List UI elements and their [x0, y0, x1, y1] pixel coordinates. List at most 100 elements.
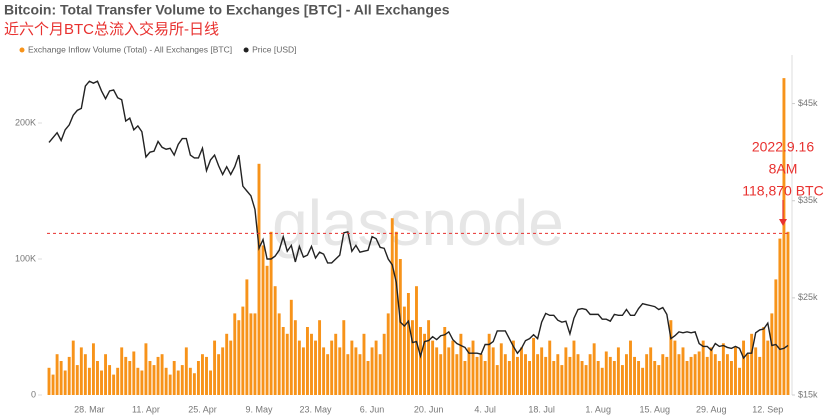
bar: [188, 367, 192, 395]
bar: [402, 306, 406, 395]
bar: [556, 354, 560, 395]
x-tick-label: 28. Mar: [74, 404, 105, 414]
bar: [616, 347, 620, 395]
legend-label: Exchange Inflow Volume (Total) - All Exc…: [28, 44, 232, 54]
bar: [443, 327, 447, 395]
bar: [455, 354, 459, 395]
x-tick-label: 9. May: [245, 404, 273, 414]
bar: [386, 313, 390, 395]
x-tick-label: 12. Sep: [752, 404, 783, 414]
bar: [63, 370, 67, 395]
bar: [233, 313, 237, 395]
bar: [350, 340, 354, 395]
bar: [738, 367, 741, 395]
bar: [71, 340, 75, 395]
bar: [201, 354, 204, 395]
bar: [540, 347, 544, 395]
bar: [471, 340, 475, 395]
y2-tick-label: $15k: [798, 389, 818, 399]
bar: [257, 163, 261, 395]
y2-tick-label: $25k: [798, 292, 818, 302]
x-tick-label: 18. Jul: [528, 404, 555, 414]
bar: [459, 333, 463, 395]
bar: [410, 320, 414, 395]
bar: [124, 356, 128, 395]
bar: [253, 313, 257, 395]
bar: [697, 351, 701, 395]
bar: [612, 361, 616, 395]
bar: [685, 361, 689, 395]
bar: [406, 293, 410, 395]
bar: [641, 367, 645, 395]
bar: [342, 320, 346, 395]
bar: [491, 347, 495, 395]
bar: [192, 373, 196, 395]
bar: [249, 313, 253, 395]
bar: [778, 238, 782, 395]
bar: [580, 361, 584, 395]
bar: [673, 340, 677, 395]
bar: [196, 361, 200, 395]
bar: [645, 354, 649, 395]
bar: [221, 347, 225, 395]
bar: [265, 265, 269, 395]
bar: [180, 365, 184, 395]
bar: [447, 347, 451, 395]
bar: [600, 367, 604, 395]
bar: [55, 354, 59, 395]
bar: [544, 356, 548, 395]
bar: [427, 320, 431, 395]
bar: [326, 354, 330, 395]
bar: [584, 365, 588, 395]
bar: [511, 340, 515, 395]
bar: [338, 347, 342, 395]
bar: [152, 365, 156, 395]
bar: [721, 343, 725, 395]
bar: [633, 356, 636, 395]
bar: [75, 365, 79, 395]
bar: [79, 347, 83, 395]
annotation-text: 2022.9.16: [752, 139, 814, 155]
bar: [148, 361, 152, 395]
bar: [661, 354, 665, 395]
bar: [713, 354, 717, 395]
bar: [301, 347, 305, 395]
annotation-arrowhead: [779, 219, 787, 226]
bar: [87, 367, 91, 395]
bar: [96, 361, 99, 395]
x-tick-label: 11. Apr: [132, 404, 160, 414]
bar: [742, 340, 746, 395]
bar: [241, 306, 245, 395]
bar: [770, 313, 774, 395]
bar: [112, 374, 116, 395]
bar: [475, 356, 479, 395]
bar: [625, 354, 628, 395]
bar: [164, 367, 168, 395]
bar: [160, 354, 164, 395]
bar: [503, 354, 507, 395]
bar: [653, 361, 657, 395]
bar: [314, 340, 317, 395]
bar: [754, 347, 758, 395]
bar: [746, 354, 750, 395]
bar: [419, 327, 422, 395]
bar: [156, 356, 160, 395]
bar: [564, 347, 568, 395]
bar: [604, 351, 608, 395]
bar: [132, 351, 136, 395]
bar: [334, 333, 338, 395]
bar: [245, 279, 249, 395]
bar: [108, 365, 112, 395]
bar: [782, 78, 786, 396]
y-tick-label: 100K: [15, 253, 36, 263]
bar: [205, 356, 208, 395]
x-tick-label: 4. Jul: [474, 404, 496, 414]
bar: [677, 354, 681, 395]
bar: [439, 354, 443, 395]
bar: [762, 327, 766, 395]
y2-tick-label: $35k: [798, 195, 818, 205]
bar: [528, 361, 531, 395]
bar: [225, 333, 229, 395]
bar: [354, 347, 358, 395]
bar: [532, 337, 536, 395]
